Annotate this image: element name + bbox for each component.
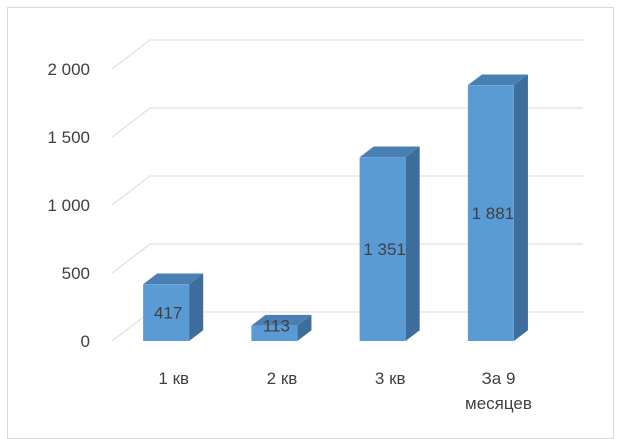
bar-top-face	[467, 74, 528, 86]
bar-front-face	[467, 85, 514, 342]
bar	[143, 273, 204, 341]
data-label: 113	[263, 317, 290, 336]
x-tick-label: месяцев	[465, 394, 532, 413]
data-label: 1 351	[363, 240, 406, 259]
x-tick-label: 2 кв	[267, 369, 298, 388]
y-tick-label: 2 000	[47, 60, 90, 79]
data-label: 1 881	[472, 204, 515, 223]
gridline	[111, 243, 583, 274]
x-tick-label: 1 кв	[158, 369, 189, 388]
bar-side-face	[513, 74, 528, 341]
data-label: 417	[154, 304, 182, 323]
bar-top-face	[251, 314, 312, 326]
gridline	[111, 107, 583, 138]
bar-side-face	[189, 273, 204, 341]
bar-top-face	[359, 146, 420, 158]
bar-front-face	[359, 157, 406, 341]
y-tick-label: 1 000	[47, 196, 90, 215]
gridline	[111, 39, 583, 70]
x-tick-label: За 9	[482, 369, 516, 388]
bar	[359, 146, 420, 341]
bar-front-face	[143, 284, 190, 341]
x-tick-label: 3 кв	[375, 369, 406, 388]
bar-top-face	[143, 273, 204, 285]
y-tick-label: 0	[81, 332, 90, 351]
bar	[467, 74, 528, 342]
bar-side-face	[405, 146, 420, 341]
bar-front-face	[251, 325, 298, 341]
bar	[251, 314, 312, 341]
bar-side-face	[297, 314, 312, 341]
y-tick-label: 1 500	[47, 128, 90, 147]
gridline	[111, 175, 583, 206]
y-tick-label: 500	[62, 264, 90, 283]
